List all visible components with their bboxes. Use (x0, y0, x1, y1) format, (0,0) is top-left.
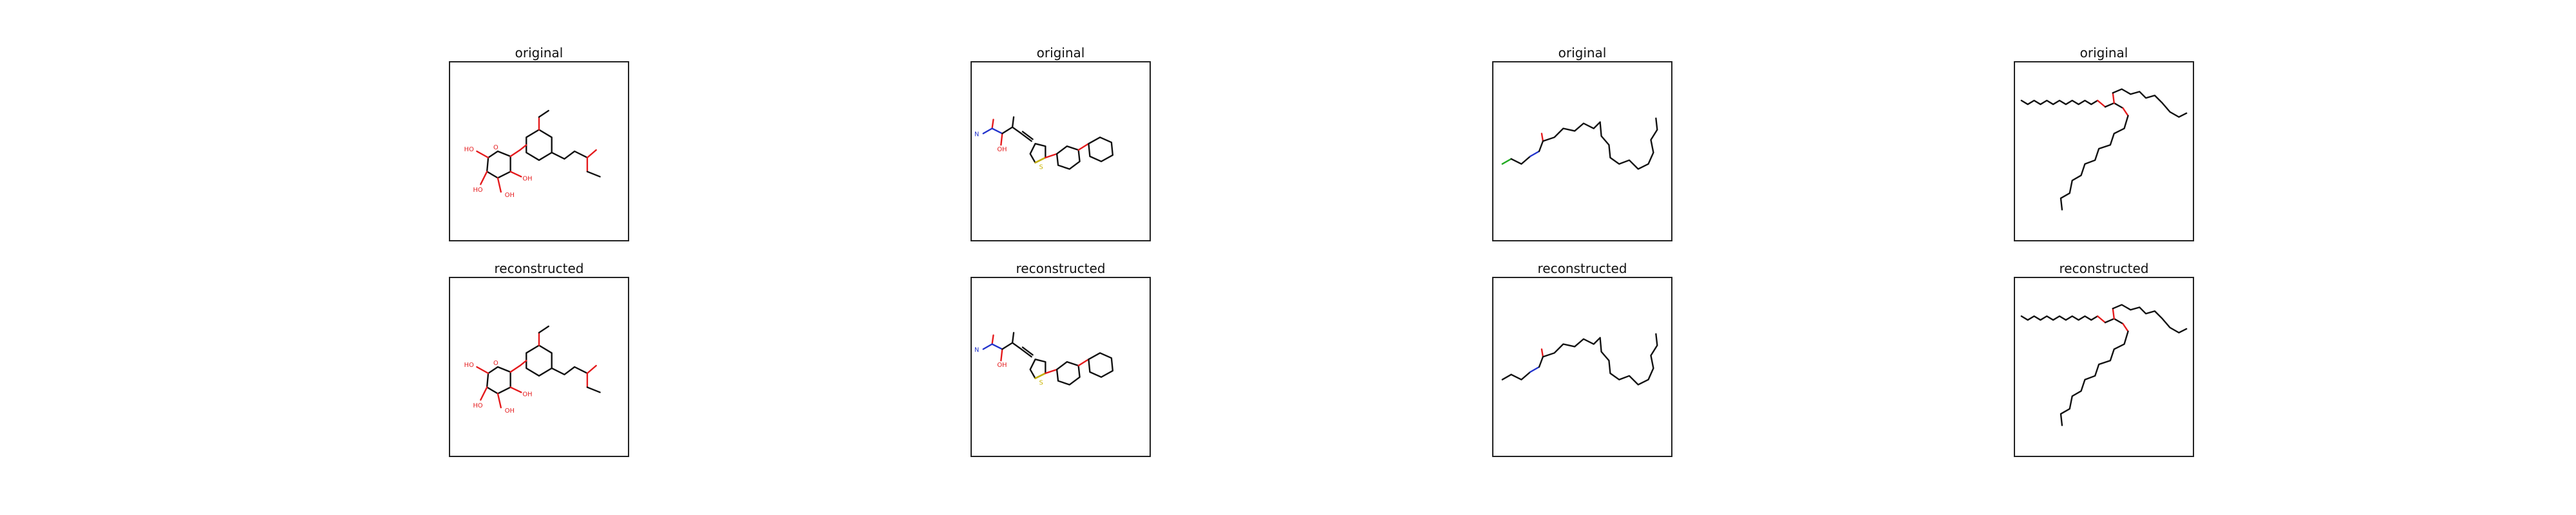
svg-text:S: S (1039, 380, 1043, 387)
molecule-panel-2-reconstructed: N OH S (971, 277, 1151, 457)
molecule-panel-2-original: N OH S (971, 61, 1151, 241)
molecule-panel-1-reconstructed: HO HO OH OH O (449, 277, 629, 457)
molecule-drawing-polyunsaturated-amide-reconstructed (1501, 333, 1658, 386)
molecule-panel-1-original: HO HO OH OH O (449, 61, 629, 241)
svg-text:N: N (974, 346, 979, 353)
svg-text:O: O (493, 144, 498, 151)
svg-text:HO: HO (473, 402, 482, 409)
molecule-drawing-thiazole-hydroxyurea-reconstructed: N OH S (974, 332, 1114, 387)
svg-text:OH: OH (505, 192, 515, 199)
panel-title-1-reconstructed: reconstructed (494, 261, 584, 276)
svg-text:OH: OH (997, 362, 1007, 369)
svg-text:OH: OH (522, 175, 532, 182)
svg-text:N: N (974, 131, 979, 138)
molecule-drawing-aryl-glycoside-reconstructed: HO HO OH OH O (464, 325, 601, 415)
svg-text:HO: HO (464, 146, 474, 153)
molecule-panel-3-original (1492, 61, 1672, 241)
panel-title-2-reconstructed: reconstructed (1016, 261, 1106, 276)
molecule-drawing-thiazole-hydroxyurea: N OH S (974, 116, 1114, 171)
panel-title-4-original: original (2079, 45, 2128, 61)
svg-text:O: O (493, 360, 498, 367)
panel-title-4-reconstructed: reconstructed (2059, 261, 2149, 276)
molecule-drawing-aryl-glycoside: HO HO OH OH O (464, 109, 601, 199)
molecule-drawing-triglyceride-reconstructed (2020, 304, 2188, 426)
molecule-panel-4-original (2014, 61, 2194, 241)
molecule-drawing-polyunsaturated-amide (1501, 117, 1658, 170)
svg-text:OH: OH (997, 146, 1007, 153)
svg-text:HO: HO (473, 187, 482, 194)
svg-text:OH: OH (522, 391, 532, 398)
panel-title-2-original: original (1036, 45, 1085, 61)
molecule-drawing-triglyceride (2020, 88, 2188, 211)
panel-title-3-original: original (1558, 45, 1607, 61)
svg-text:S: S (1039, 164, 1043, 171)
molecule-panel-4-reconstructed (2014, 277, 2194, 457)
molecule-panel-3-reconstructed (1492, 277, 1672, 457)
panel-title-1-original: original (515, 45, 564, 61)
svg-text:OH: OH (505, 407, 515, 415)
panel-title-3-reconstructed: reconstructed (1537, 261, 1627, 276)
svg-text:HO: HO (464, 362, 474, 369)
